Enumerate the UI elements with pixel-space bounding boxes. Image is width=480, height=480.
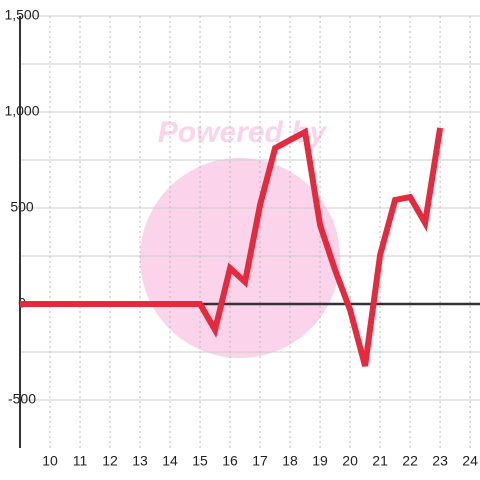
x-tick-label: 20 [342,453,358,469]
x-tick-label: 10 [42,453,58,469]
x-tick-label: 14 [162,453,178,469]
x-tick-label: 22 [402,453,418,469]
x-tick-label: 13 [132,453,148,469]
y-tick-label: 1,000 [4,103,39,119]
x-tick-label: 21 [372,453,388,469]
x-tick-label: 19 [312,453,328,469]
x-tick-label: 16 [222,453,238,469]
x-tick-label: 24 [462,453,478,469]
y-tick-label: -500 [8,391,36,407]
y-tick-label: 1,500 [4,7,39,23]
x-tick-label: 12 [102,453,118,469]
x-tick-label: 11 [73,453,88,469]
y-tick-label: 500 [10,199,34,215]
x-tick-label: 17 [252,453,268,469]
x-tick-label: 15 [192,453,208,469]
x-tick-label: 18 [282,453,298,469]
data-line [20,127,444,367]
x-tick-label: 23 [432,453,448,469]
